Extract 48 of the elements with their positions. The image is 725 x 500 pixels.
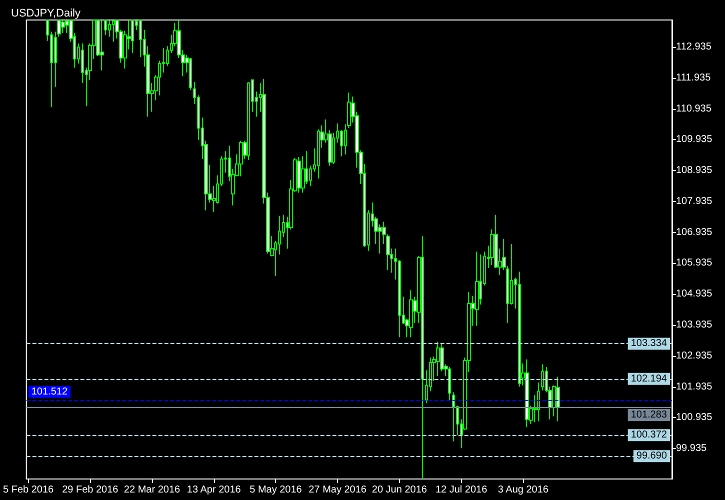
chart-title: USDJPY,Daily bbox=[11, 8, 81, 20]
candlestick bbox=[239, 140, 243, 177]
x-tick-label: 3 Aug 2016 bbox=[498, 484, 549, 496]
candlestick bbox=[452, 392, 455, 442]
candlestick bbox=[556, 376, 560, 422]
y-tick-label: 112.935 bbox=[676, 42, 712, 53]
ref-line-label: 101.283 bbox=[630, 410, 668, 421]
y-tick-label: 104.935 bbox=[676, 288, 713, 300]
x-tick-label: 13 Apr 2016 bbox=[186, 484, 242, 496]
ref-line-label: 100.372 bbox=[630, 430, 668, 441]
y-tick-label: 108.935 bbox=[676, 165, 713, 176]
candlestick bbox=[189, 57, 192, 90]
candlestick bbox=[440, 342, 444, 372]
ref-line-label: 99.690 bbox=[636, 450, 668, 462]
candlestick bbox=[112, 20, 115, 42]
candlestick bbox=[541, 364, 544, 391]
y-tick-label: 100.935 bbox=[676, 412, 713, 424]
x-tick-label: 27 May 2016 bbox=[308, 484, 367, 496]
candlestick bbox=[317, 128, 320, 179]
y-tick-label: 107.935 bbox=[676, 196, 713, 207]
candlestick bbox=[475, 251, 479, 326]
candlestick bbox=[409, 290, 413, 338]
y-tick-label: 110.935 bbox=[676, 103, 712, 114]
x-tick-label: 29 Feb 2016 bbox=[62, 484, 119, 496]
y-tick-label: 111.935 bbox=[676, 72, 712, 84]
candlestick bbox=[108, 20, 111, 38]
candlestick bbox=[518, 271, 521, 388]
candlestick bbox=[448, 366, 451, 402]
candlestick bbox=[297, 156, 301, 194]
x-tick-label: 12 Jul 2016 bbox=[435, 484, 488, 496]
candlestick bbox=[537, 382, 540, 422]
x-tick-label: 22 Mar 2016 bbox=[124, 484, 181, 496]
ref-line-label: 101.512 bbox=[31, 386, 68, 398]
y-tick-label: 109.935 bbox=[676, 134, 713, 146]
ref-line-label: 103.334 bbox=[630, 338, 668, 350]
y-tick-label: 105.935 bbox=[676, 258, 713, 269]
ref-line-label: 102.194 bbox=[630, 373, 668, 384]
y-tick-label: 102.935 bbox=[676, 350, 713, 362]
candlestick bbox=[247, 82, 250, 160]
y-tick-label: 106.935 bbox=[676, 226, 713, 238]
y-tick-label: 101.935 bbox=[676, 381, 713, 392]
x-tick-label: 20 Jun 2016 bbox=[372, 484, 428, 496]
x-tick-label: 5 Feb 2016 bbox=[2, 484, 54, 496]
y-tick-label: 103.935 bbox=[676, 320, 713, 331]
x-tick-label: 5 May 2016 bbox=[250, 484, 302, 496]
candlestick bbox=[525, 358, 529, 428]
candlestick bbox=[301, 156, 305, 194]
y-tick-label: 99.935 bbox=[676, 443, 708, 454]
